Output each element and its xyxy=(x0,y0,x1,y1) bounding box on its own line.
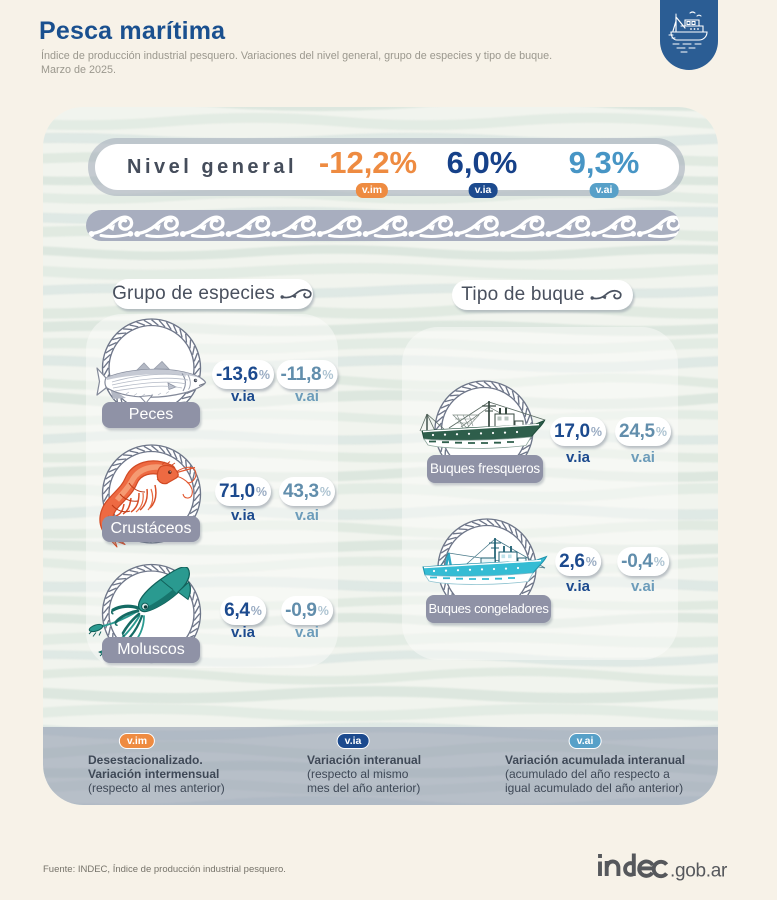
svg-text:.gob.ar: .gob.ar xyxy=(670,861,728,882)
